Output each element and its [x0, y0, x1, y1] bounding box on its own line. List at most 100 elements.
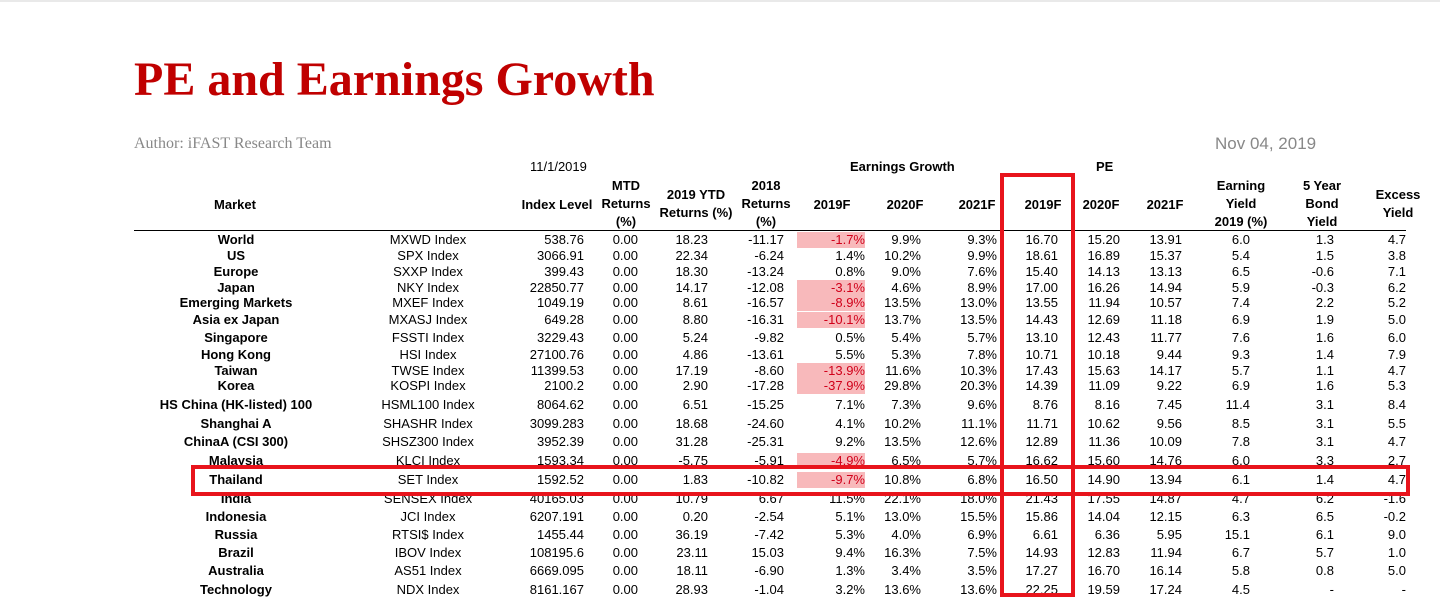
eg-2020f-cell: 13.7% [884, 312, 921, 327]
table-row: Asia ex Japan MXASJ Index 649.28 0.00 8.80 -1… [0, 312, 1440, 328]
pe-2020f-cell: 16.26 [1087, 280, 1120, 295]
eg-2021f-cell: 10.3% [960, 363, 997, 378]
eg-2020f-cell: 10.2% [884, 248, 921, 263]
eg-2020f-column-header: 2020F [886, 197, 924, 212]
market-cell: Brazil [218, 545, 254, 560]
eg-2020f-cell: 5.4% [891, 330, 921, 345]
pe-2021f-cell: 15.37 [1149, 248, 1182, 263]
pe-2020f-cell: 12.83 [1087, 545, 1120, 560]
ytd-cell: 22.34 [675, 248, 708, 263]
earning-yield-cell: 15.1 [1224, 527, 1250, 542]
table-row: HS China (HK-listed) 100 HSML100 Index 806… [0, 397, 1440, 413]
bond-yield-cell: 1.6 [1315, 378, 1334, 393]
ytd-cell: -5.75 [678, 453, 708, 468]
bond-yield-cell: 1.5 [1315, 248, 1334, 263]
eg-2021f-cell: 7.8% [967, 347, 997, 362]
bond-yield-cell: 3.1 [1315, 434, 1334, 449]
pe-2019f-cell: 17.00 [1025, 280, 1058, 295]
table-row: Thailand SET Index 1592.52 0.00 1.83 -10.82 -9… [0, 472, 1440, 488]
ticker-cell: NDX Index [396, 582, 460, 597]
ytd-cell: 5.24 [682, 330, 708, 345]
earning-yield-cell: 5.7 [1231, 363, 1250, 378]
bond-yield-cell: 1.3 [1315, 232, 1334, 247]
table-row: US SPX Index 3066.91 0.00 22.34 -6.24 1.4% 10.2… [0, 248, 1440, 264]
excess-yield-cell: 8.4 [1387, 397, 1406, 412]
market-cell: US [226, 248, 246, 263]
table-row: Technology NDX Index 8161.167 0.00 28.93 -1.0… [0, 582, 1440, 598]
pe-2021f-cell: 11.77 [1150, 330, 1182, 345]
excess-yield-cell: 5.5 [1387, 416, 1406, 431]
excess-yield-cell: 5.0 [1387, 312, 1406, 327]
pe-2020f-cell: 10.62 [1087, 416, 1120, 431]
market-cell: Malaysia [208, 453, 264, 468]
table-row: Brazil IBOV Index 108195.6 0.00 23.11 15.03 9.… [0, 545, 1440, 561]
eg-2021f-cell: 15.5% [960, 509, 997, 524]
eg-2019f-cell: -8.9% [797, 295, 865, 311]
eg-2021f-cell: 5.7% [967, 330, 997, 345]
eg-2019f-cell: 5.3% [835, 527, 865, 542]
returns-2018-cell: -5.91 [754, 453, 784, 468]
eg-2020f-cell: 11.6% [885, 363, 921, 378]
eg-2021f-cell: 7.5% [967, 545, 997, 560]
eg-2021f-cell: 9.3% [967, 232, 997, 247]
eg-2020f-cell: 5.3% [891, 347, 921, 362]
mtd-cell: 0.00 [612, 248, 638, 263]
excess-yield-cell: 4.7 [1387, 232, 1406, 247]
pe-2019f-cell: 17.27 [1025, 563, 1058, 578]
ytd-cell: 23.11 [676, 545, 708, 560]
market-cell: ChinaA (CSI 300) [183, 434, 289, 449]
ytd-cell: 14.17 [675, 280, 708, 295]
eg-2021f-cell: 9.6% [967, 397, 997, 412]
eg-2021f-cell: 13.0% [960, 295, 997, 310]
earning-yield-cell: 9.3 [1231, 347, 1250, 362]
ticker-cell: HSML100 Index [381, 397, 475, 412]
ticker-cell: HSI Index [399, 347, 457, 362]
index-level-cell: 1049.19 [537, 295, 584, 310]
table-row: Malaysia KLCI Index 1593.34 0.00 -5.75 -5.91-… [0, 453, 1440, 469]
returns-2018-cell: -15.25 [747, 397, 784, 412]
eg-2019f-cell: 3.2% [835, 582, 865, 597]
ytd-cell: 2.90 [682, 378, 708, 393]
index-level-cell: 2100.2 [544, 378, 584, 393]
mtd-cell: 0.00 [612, 363, 638, 378]
pe-2021f-cell: 16.14 [1149, 563, 1182, 578]
returns-2018-cell: -12.08 [747, 280, 784, 295]
mtd-cell: 0.00 [612, 582, 638, 597]
returns-2018-cell: -1.04 [754, 582, 784, 597]
pe-2019f-cell: 15.40 [1025, 264, 1058, 279]
returns-2018-cell: -13.24 [747, 264, 784, 279]
eg-2019f-cell: -1.7% [797, 232, 865, 248]
ticker-cell: TWSE Index [391, 363, 465, 378]
pe-2020f-cell: 15.60 [1087, 453, 1120, 468]
eg-2020f-cell: 10.8% [884, 472, 921, 487]
eg-2019f-cell: -3.1% [797, 280, 865, 296]
ticker-cell: SXXP Index [393, 264, 463, 279]
ticker-cell: RTSI$ Index [391, 527, 465, 542]
mtd-cell: 0.00 [612, 509, 638, 524]
earning-yield-cell: 6.3 [1231, 509, 1250, 524]
pe-2021f-cell: 9.22 [1156, 378, 1182, 393]
pe-2021f-cell: 13.91 [1149, 232, 1182, 247]
pe-2020f-cell: 14.90 [1087, 472, 1120, 487]
bond-yield-cell: 1.6 [1315, 330, 1334, 345]
market-cell: Asia ex Japan [192, 312, 280, 327]
pe-2019f-cell: 13.55 [1025, 295, 1058, 310]
ytd-cell: 8.80 [682, 312, 708, 327]
eg-2021f-cell: 6.8% [967, 472, 997, 487]
earning-yield-cell: 5.8 [1231, 563, 1250, 578]
eg-2021f-cell: 11.1% [961, 416, 997, 431]
pe-2019f-cell: 18.61 [1025, 248, 1058, 263]
excess-yield-cell: 7.1 [1387, 264, 1406, 279]
pe-group-header: PE [1096, 159, 1114, 174]
ticker-cell: KLCI Index [395, 453, 461, 468]
eg-2020f-cell: 4.0% [891, 527, 921, 542]
eg-2019f-cell: 1.3% [835, 563, 865, 578]
eg-2019f-cell: 9.2% [835, 434, 865, 449]
table-row: Japan NKY Index 22850.77 0.00 14.17 -12.08 -3.… [0, 280, 1440, 296]
index-level-cell: 8161.167 [529, 582, 584, 597]
ticker-cell: SHSZ300 Index [382, 434, 474, 449]
pe-2019f-cell: 10.71 [1025, 347, 1058, 362]
pe-2021f-cell: 7.45 [1156, 397, 1182, 412]
excess-yield-cell: 1.0 [1387, 545, 1406, 560]
bond-yield-cell: -0.6 [1311, 264, 1334, 279]
